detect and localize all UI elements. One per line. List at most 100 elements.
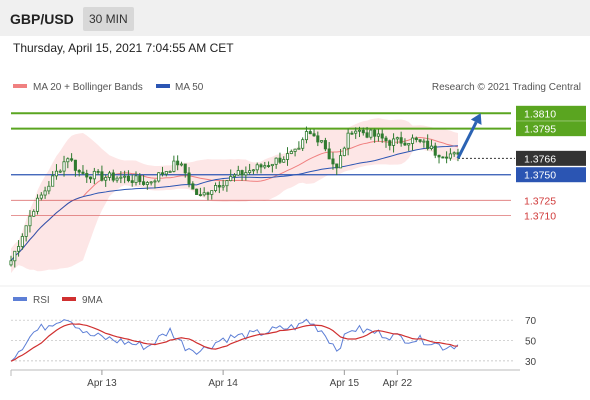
- candle-100: [388, 139, 392, 151]
- candle-body: [418, 139, 422, 142]
- candle-117: [452, 151, 456, 157]
- candle-body: [323, 140, 327, 150]
- candle-38: [153, 179, 157, 189]
- candle-31: [126, 170, 130, 183]
- legend-label-ma20: MA 20 + Bollinger Bands: [33, 82, 143, 93]
- candle-3: [20, 233, 24, 250]
- candle-body: [145, 182, 149, 185]
- candle-body: [395, 137, 399, 140]
- bollinger-band: [11, 118, 458, 274]
- candle-42: [168, 170, 172, 173]
- rsi-legend: RSI 9MA: [13, 295, 103, 306]
- candle-body: [195, 188, 199, 195]
- candle-body: [92, 170, 96, 180]
- candle-body: [407, 143, 411, 146]
- candle-body: [270, 163, 274, 167]
- candle-20: [85, 169, 89, 183]
- candle-body: [373, 129, 377, 137]
- chart-header: GBP/USD 30 MIN: [0, 0, 590, 36]
- candle-body: [66, 158, 70, 163]
- candle-body: [229, 176, 233, 182]
- candle-body: [232, 174, 237, 177]
- legend-swatch-rsi: [13, 297, 27, 301]
- candle-98: [380, 129, 384, 143]
- candle-116: [448, 148, 452, 161]
- candle-39: [157, 172, 161, 183]
- candle-91: [354, 127, 358, 139]
- candle-105: [407, 143, 411, 151]
- candle-body: [164, 171, 168, 175]
- candle-50: [198, 187, 202, 197]
- candle-92: [357, 126, 362, 138]
- candle-24: [100, 165, 104, 182]
- timeframe-badge[interactable]: 30 MIN: [83, 7, 134, 31]
- candle-32: [130, 174, 134, 187]
- candle-43: [172, 155, 176, 173]
- candle-12: [54, 164, 58, 180]
- candle-body: [365, 132, 369, 138]
- rsi-ma-line: [10, 323, 458, 362]
- candle-64: [251, 169, 255, 175]
- price-legend: MA 20 + Bollinger Bands MA 50: [13, 82, 204, 93]
- x-tick-label-3: Apr 22: [383, 378, 413, 389]
- candle-35: [142, 174, 146, 186]
- x-tick-label-1: Apr 14: [208, 378, 238, 389]
- candle-8: [39, 192, 43, 201]
- candle-36: [145, 181, 149, 190]
- candle-body: [403, 142, 407, 146]
- candle-body: [289, 151, 293, 154]
- candle-body: [32, 210, 36, 217]
- candle-body: [54, 170, 58, 177]
- level-label-3: 1.3750: [524, 170, 556, 182]
- candle-53: [210, 190, 214, 200]
- candle-body: [28, 215, 32, 227]
- candle-49: [195, 188, 199, 195]
- candle-body: [304, 131, 308, 141]
- candle-44: [176, 155, 180, 171]
- candle-body: [388, 140, 392, 146]
- candle-body: [429, 145, 433, 149]
- candle-body: [350, 132, 354, 135]
- candle-104: [403, 138, 407, 146]
- candle-body: [410, 137, 415, 144]
- candle-body: [17, 246, 21, 252]
- candle-body: [255, 164, 259, 171]
- candle-113: [437, 154, 441, 164]
- candle-66: [259, 163, 263, 174]
- candle-body: [274, 157, 278, 165]
- candle-112: [433, 142, 437, 159]
- candle-body: [248, 170, 252, 173]
- candle-body: [452, 152, 456, 155]
- candle-81: [316, 131, 320, 147]
- candle-33: [134, 171, 138, 186]
- candle-7: [35, 194, 40, 215]
- candle-0: [9, 255, 13, 267]
- candle-26: [107, 170, 112, 181]
- forecast-arrow-head: [470, 113, 482, 125]
- candle-63: [248, 163, 252, 175]
- candle-body: [263, 165, 267, 168]
- candle-89: [346, 128, 350, 156]
- candle-body: [202, 192, 206, 196]
- candle-body: [100, 171, 104, 181]
- candle-body: [183, 163, 187, 174]
- candle-body: [244, 172, 248, 176]
- candle-71: [278, 152, 282, 164]
- candle-body: [13, 250, 17, 262]
- candle-body: [441, 156, 445, 159]
- candle-28: [115, 176, 119, 183]
- candle-body: [339, 155, 343, 169]
- candle-34: [138, 173, 142, 185]
- candle-body: [134, 175, 138, 183]
- candle-body: [251, 169, 255, 172]
- candle-body: [160, 172, 165, 175]
- candle-body: [320, 140, 324, 143]
- candle-29: [119, 171, 123, 184]
- candle-body: [39, 194, 43, 199]
- candle-body: [426, 140, 430, 149]
- candle-body: [316, 135, 320, 143]
- candle-body: [70, 158, 74, 161]
- candle-48: [191, 181, 195, 190]
- level-label-4: 1.3725: [524, 195, 556, 207]
- candle-77: [301, 137, 305, 152]
